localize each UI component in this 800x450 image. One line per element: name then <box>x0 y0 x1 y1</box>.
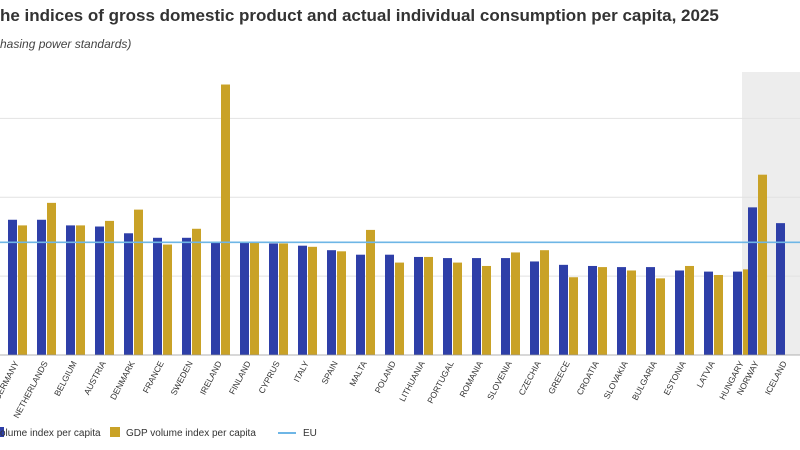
bar-gdp-finland <box>250 242 259 355</box>
tick-label-ireland: IRELAND <box>198 359 224 396</box>
bar-gdp-belgium <box>76 225 85 355</box>
bar-gdp-latvia <box>714 274 723 355</box>
bar-aic-lithuania <box>414 256 423 355</box>
bar-aic-iceland <box>776 223 785 355</box>
bar-gdp-czechia <box>540 250 549 355</box>
tick-label-malta: MALTA <box>347 359 369 388</box>
bar-aic-italy <box>298 245 307 355</box>
bar-gdp-slovenia <box>511 252 520 355</box>
tick-label-finland: FINLAND <box>227 359 253 396</box>
bar-aic-estonia <box>675 270 684 355</box>
bar-gdp-hungary <box>743 269 752 355</box>
legend-label-gdp: GDP volume index per capita <box>126 428 256 439</box>
tick-label-slovenia: SLOVENIA <box>485 359 514 402</box>
tick-label-cyprus: CYPRUS <box>256 359 282 395</box>
bar-gdp-austria <box>105 220 114 355</box>
bar-gdp-cyprus <box>279 243 288 355</box>
bar-aic-slovenia <box>501 258 510 355</box>
bar-gdp-greece <box>569 277 578 355</box>
bar-aic-latvia <box>704 271 713 355</box>
bar-aic-malta <box>356 254 365 355</box>
bar-gdp-lithuania <box>424 256 433 355</box>
bar-gdp-denmark <box>134 209 143 355</box>
bar-gdp-italy <box>308 246 317 355</box>
tick-label-iceland: ICELAND <box>763 359 789 396</box>
bar-gdp-slovakia <box>627 270 636 355</box>
tick-label-greece: GREECE <box>546 359 572 396</box>
tick-label-portugal: PORTUGAL <box>425 359 456 405</box>
tick-label-spain: SPAIN <box>319 359 340 386</box>
tick-label-france: FRANCE <box>141 359 166 395</box>
bar-aic-bulgaria <box>646 267 655 355</box>
bar-aic-greece <box>559 264 568 355</box>
bar-aic-ireland <box>211 242 220 355</box>
bar-gdp-netherlands <box>47 202 56 355</box>
tick-label-sweden: SWEDEN <box>168 359 194 397</box>
bar-aic-sweden <box>182 237 191 355</box>
bar-aic-belgium <box>66 225 75 355</box>
bar-aic-france <box>153 237 162 355</box>
tick-label-poland: POLAND <box>373 359 398 395</box>
bar-aic-norway <box>748 207 757 355</box>
tick-label-croatia: CROATIA <box>574 359 600 397</box>
tick-label-bulgaria: BULGARIA <box>630 359 659 402</box>
tick-label-belgium: BELGIUM <box>52 359 79 397</box>
legend-label-aic: olume index per capita <box>0 428 101 439</box>
bar-gdp-sweden <box>192 228 201 355</box>
bar-aic-cyprus <box>269 243 278 355</box>
bar-aic-germany <box>8 219 17 355</box>
bar-aic-netherlands <box>37 219 46 355</box>
tick-label-italy: ITALY <box>291 359 310 384</box>
bar-aic-croatia <box>588 265 597 355</box>
tick-label-romania: ROMANIA <box>457 359 485 399</box>
tick-label-estonia: ESTONIA <box>661 359 687 397</box>
tick-label-denmark: DENMARK <box>108 359 137 402</box>
bar-aic-portugal <box>443 258 452 355</box>
bar-gdp-romania <box>482 265 491 355</box>
bar-gdp-estonia <box>685 265 694 355</box>
bar-gdp-bulgaria <box>656 278 665 355</box>
tick-label-lithuania: LITHUANIA <box>397 359 427 403</box>
bar-gdp-croatia <box>598 267 607 355</box>
bar-gdp-poland <box>395 262 404 355</box>
tick-label-austria: AUSTRIA <box>82 359 108 397</box>
bar-aic-romania <box>472 258 481 355</box>
bar-gdp-malta <box>366 229 375 355</box>
bar-aic-czechia <box>530 261 539 355</box>
tick-label-czechia: CZECHIA <box>516 359 542 397</box>
bar-gdp-norway <box>758 174 767 355</box>
bar-gdp-ireland <box>221 84 230 356</box>
tick-label-latvia: LATVIA <box>694 359 716 389</box>
bar-gdp-germany <box>18 225 27 355</box>
bar-aic-denmark <box>124 233 133 355</box>
legend-swatch-aic <box>0 427 4 437</box>
bar-gdp-portugal <box>453 262 462 355</box>
bar-aic-slovakia <box>617 267 626 355</box>
bar-aic-austria <box>95 226 104 355</box>
legend-line-eu <box>278 432 296 434</box>
bar-aic-poland <box>385 254 394 355</box>
tick-label-germany: GERMANY <box>0 359 21 402</box>
chart-title: he indices of gross domestic product and… <box>0 6 719 25</box>
bar-gdp-spain <box>337 251 346 355</box>
legend-label-eu: EU <box>303 428 317 439</box>
bar-gdp-france <box>163 244 172 355</box>
bar-aic-hungary <box>733 271 742 355</box>
tick-label-slovakia: SLOVAKIA <box>601 359 629 401</box>
bar-aic-finland <box>240 242 249 355</box>
bar-aic-spain <box>327 250 336 355</box>
chart-subtitle: hasing power standards) <box>0 37 132 51</box>
legend-swatch-gdp <box>110 427 120 437</box>
